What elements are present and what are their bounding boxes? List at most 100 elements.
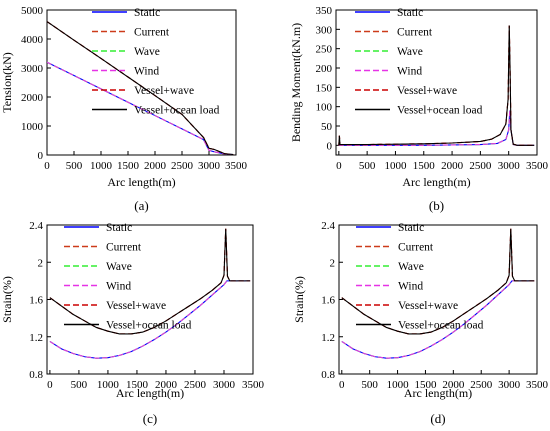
x-tick-label: 500 (361, 379, 378, 391)
y-tick-label: 1.6 (29, 295, 43, 307)
x-tick-label: 2500 (171, 160, 194, 172)
x-tick-label: 3500 (526, 379, 549, 391)
series-group (49, 228, 251, 359)
x-tick-label: 3500 (526, 160, 549, 172)
legend-label: Static (134, 7, 160, 19)
legend: Static Current Wave Wind Vessel+wave Vessel+o… (64, 222, 192, 332)
x-tick-label: 3000 (198, 160, 221, 172)
series-group (47, 21, 234, 155)
legend-label: Vessel+ocean load (106, 320, 192, 332)
plot-frame (46, 9, 237, 156)
legend-label: Vessel+ocean load (134, 105, 220, 117)
legend-label: Current (106, 242, 142, 254)
series-group (341, 228, 535, 359)
y-tick-label: 1000 (21, 121, 44, 133)
legend-label: Vessel+wave (397, 85, 457, 97)
y-tick-label: 350 (316, 5, 333, 17)
legend-label: Vessel+wave (398, 300, 458, 312)
x-tick-label: 2500 (184, 379, 207, 391)
series-line-wind (341, 280, 535, 359)
series-group (338, 25, 535, 146)
legend-label: Wind (106, 281, 131, 293)
series-line-vessel_ocean (338, 25, 535, 146)
x-tick-label: 1000 (90, 160, 113, 172)
x-tick-label: 2000 (144, 160, 167, 172)
y-tick-label: 2 (330, 257, 336, 269)
y-tick-label: 250 (316, 44, 333, 56)
panel-caption: (c) (143, 411, 157, 426)
y-tick-label: 150 (316, 82, 333, 94)
chart-panels: 0 500 1000 1500 2000 2500 3000 3500010002000300… (0, 5, 549, 426)
x-tick-label: 0 (47, 379, 53, 391)
y-axis-label: Strain(%) (292, 276, 306, 323)
x-tick-label: 1000 (384, 160, 407, 172)
x-tick-label: 1500 (413, 160, 436, 172)
x-tick-label: 2000 (442, 379, 465, 391)
y-tick-label: 1.6 (321, 295, 335, 307)
y-tick-label: 200 (316, 63, 333, 75)
x-tick-label: 1500 (414, 379, 437, 391)
plot-frame (335, 9, 538, 156)
y-tick-label: 0.8 (321, 369, 335, 381)
x-tick-label: 0 (44, 160, 50, 172)
chart-panel-a: 0 500 1000 1500 2000 2500 3000 3500 0 1000 2000 300… (0, 5, 248, 213)
series-line-vessel_ocean (47, 21, 234, 155)
x-tick-label: 2000 (155, 379, 178, 391)
panel-caption: (d) (430, 411, 445, 426)
chart-panel-b: 0 500 1000 1500 2000 2500 3000 3500 0 50 100 150 200… (289, 5, 549, 213)
y-axis-label: Bending Moment(kN.m) (289, 23, 303, 142)
legend-label: Wave (397, 46, 423, 58)
x-tick-label: 0 (336, 160, 342, 172)
panel-caption: (a) (134, 198, 148, 213)
x-tick-label: 1000 (387, 379, 410, 391)
x-axis-label: Arc length(m) (404, 386, 472, 400)
legend: Static Current Wave Wind Vessel+wave Vessel+o… (355, 7, 483, 117)
y-axis-label: Tension(kN) (0, 52, 14, 112)
y-tick-label: 300 (316, 24, 333, 36)
y-tick-label: 1.2 (29, 332, 43, 344)
y-tick-label: 5000 (21, 5, 44, 17)
legend-label: Vessel+ocean load (397, 105, 483, 117)
legend-label: Wind (397, 66, 422, 78)
x-tick-label: 2500 (469, 160, 492, 172)
y-tick-label: 2.4 (29, 220, 43, 232)
legend-label: Current (398, 242, 434, 254)
y-tick-label: 0 (38, 150, 44, 162)
x-axis-label: Arc length(m) (107, 175, 175, 189)
x-tick-label: 1500 (126, 379, 149, 391)
y-tick-label: 2.4 (321, 220, 335, 232)
x-tick-label: 2500 (470, 379, 493, 391)
y-tick-label: 1.2 (321, 332, 335, 344)
y-tick-label: 0 (327, 140, 333, 152)
y-tick-label: 4000 (21, 34, 44, 46)
x-tick-label: 3000 (498, 379, 521, 391)
y-tick-label: 2000 (21, 92, 44, 104)
x-tick-label: 500 (66, 160, 83, 172)
x-tick-label: 1000 (97, 379, 120, 391)
x-tick-label: 3500 (225, 160, 248, 172)
legend-label: Vessel+ocean load (398, 320, 484, 332)
legend-label: Wave (398, 261, 424, 273)
x-axis-label: Arc length(m) (116, 386, 184, 400)
legend-label: Vessel+wave (106, 300, 166, 312)
legend-label: Wind (398, 281, 423, 293)
x-tick-label: 3000 (213, 379, 236, 391)
y-axis-label: Strain(%) (0, 276, 14, 323)
y-tick-label: 3000 (21, 63, 44, 75)
x-axis-label: Arc length(m) (402, 175, 470, 189)
legend-label: Static (398, 222, 424, 234)
y-tick-label: 0.8 (29, 369, 43, 381)
legend-label: Current (134, 27, 170, 39)
x-tick-label: 3500 (242, 379, 265, 391)
legend-label: Wave (106, 261, 132, 273)
series-line-vessel_ocean (341, 228, 535, 335)
y-tick-label: 100 (316, 102, 333, 114)
y-tick-label: 50 (321, 121, 333, 133)
legend-label: Wind (134, 66, 159, 78)
x-tick-label: 1500 (117, 160, 140, 172)
x-tick-label: 2000 (441, 160, 464, 172)
x-tick-label: 500 (359, 160, 376, 172)
legend: Static Current Wave Wind Vessel+wave Vessel+o… (92, 7, 220, 117)
legend-label: Current (397, 27, 433, 39)
